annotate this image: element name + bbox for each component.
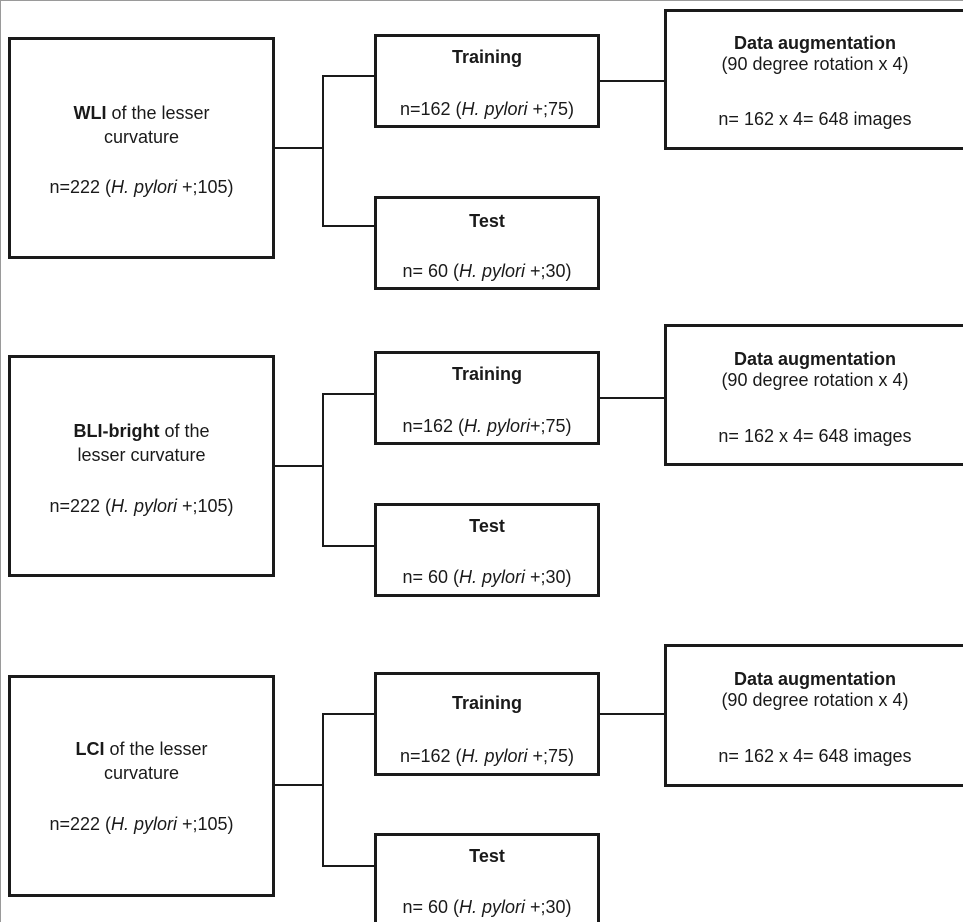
species-name: H. pylori — [461, 746, 528, 766]
source-label-line2: curvature — [103, 127, 180, 147]
connector-source-to-split — [275, 465, 323, 467]
augmentation-box: Data augmentation (90 degree rotation x … — [664, 644, 963, 787]
connector-vertical-split — [322, 75, 324, 227]
count-prefix: n=162 ( — [399, 99, 462, 119]
species-name: H. pylori — [459, 567, 526, 587]
count-suffix: +;30) — [525, 261, 572, 281]
augmentation-detail: (90 degree rotation x 4) — [721, 690, 909, 710]
test-count: n= 60 (H. pylori +;30) — [377, 260, 597, 283]
count-prefix: n=162 ( — [402, 416, 464, 436]
source-label-suffix: of the — [159, 421, 210, 441]
augmentation-detail: (90 degree rotation x 4) — [721, 370, 909, 390]
source-label-line1: LCI of the lesser — [11, 738, 272, 761]
test-count: n= 60 (H. pylori +;30) — [377, 566, 597, 589]
connector-source-to-split — [275, 784, 323, 786]
test-count: n= 60 (H. pylori +;30) — [377, 896, 597, 919]
augmentation-count: n= 162 x 4= 648 images — [718, 109, 912, 129]
training-box: Training n=162 (H. pylori +;75) — [374, 34, 600, 128]
species-name: H. pylori — [461, 99, 528, 119]
count-prefix: n= 60 ( — [402, 897, 459, 917]
count-suffix: +;75) — [530, 416, 572, 436]
count-suffix: +;30) — [525, 897, 572, 917]
test-title: Test — [469, 846, 505, 866]
source-count: n=222 (H. pylori +;105) — [11, 495, 272, 518]
species-name: H. pylori — [464, 416, 531, 436]
count-prefix: n= 60 ( — [402, 567, 459, 587]
source-label-line1: BLI-bright of the — [11, 420, 272, 443]
augmentation-title: Data augmentation — [733, 349, 897, 369]
source-label-suffix: of the lesser — [106, 103, 210, 123]
training-count: n=162 (H. pylori +;75) — [377, 98, 597, 121]
count-suffix: +;105) — [177, 814, 234, 834]
training-title: Training — [451, 47, 522, 67]
count-prefix: n=222 ( — [49, 177, 111, 197]
source-box: WLI of the lesser curvature n=222 (H. py… — [8, 37, 275, 259]
source-label-line1: WLI of the lesser — [11, 102, 272, 125]
source-label-line2: lesser curvature — [77, 445, 206, 465]
modality-name: LCI — [75, 739, 105, 759]
augmentation-count: n= 162 x 4= 648 images — [718, 426, 912, 446]
species-name: H. pylori — [459, 897, 526, 917]
test-title: Test — [469, 211, 505, 231]
source-label-suffix: of the lesser — [104, 739, 208, 759]
source-count: n=222 (H. pylori +;105) — [11, 813, 272, 836]
augmentation-box: Data augmentation (90 degree rotation x … — [664, 9, 963, 150]
augmentation-detail: (90 degree rotation x 4) — [721, 54, 909, 74]
training-title: Training — [451, 364, 522, 384]
augmentation-count: n= 162 x 4= 648 images — [718, 746, 912, 766]
connector-to-test — [322, 225, 376, 227]
test-box: Test n= 60 (H. pylori +;30) — [374, 503, 600, 597]
augmentation-box: Data augmentation (90 degree rotation x … — [664, 324, 963, 466]
count-prefix: n= 60 ( — [402, 261, 459, 281]
modality-name: WLI — [73, 103, 107, 123]
connector-vertical-split — [322, 713, 324, 867]
species-name: H. pylori — [111, 177, 178, 197]
species-name: H. pylori — [111, 496, 178, 516]
species-name: H. pylori — [111, 814, 178, 834]
connector-to-training — [322, 75, 376, 77]
connector-to-test — [322, 545, 376, 547]
count-suffix: +;75) — [527, 746, 575, 766]
count-suffix: +;105) — [177, 496, 234, 516]
source-label-line2: curvature — [103, 763, 180, 783]
connector-training-to-augmentation — [600, 713, 666, 715]
connector-training-to-augmentation — [600, 397, 666, 399]
count-prefix: n=222 ( — [49, 496, 111, 516]
count-prefix: n=162 ( — [399, 746, 462, 766]
species-name: H. pylori — [459, 261, 526, 281]
source-box: LCI of the lesser curvature n=222 (H. py… — [8, 675, 275, 897]
augmentation-title: Data augmentation — [733, 669, 897, 689]
test-box: Test n= 60 (H. pylori +;30) — [374, 833, 600, 922]
training-count: n=162 (H. pylori +;75) — [377, 745, 597, 768]
connector-to-training — [322, 713, 376, 715]
training-count: n=162 (H. pylori+;75) — [377, 415, 597, 438]
connector-source-to-split — [275, 147, 323, 149]
count-suffix: +;30) — [525, 567, 572, 587]
augmentation-title: Data augmentation — [733, 33, 897, 53]
modality-name: BLI-bright — [73, 421, 160, 441]
training-title: Training — [451, 693, 522, 713]
connector-training-to-augmentation — [600, 80, 666, 82]
source-box: BLI-bright of the lesser curvature n=222… — [8, 355, 275, 577]
test-box: Test n= 60 (H. pylori +;30) — [374, 196, 600, 290]
training-box: Training n=162 (H. pylori +;75) — [374, 672, 600, 776]
source-count: n=222 (H. pylori +;105) — [11, 176, 272, 199]
connector-to-test — [322, 865, 376, 867]
training-box: Training n=162 (H. pylori+;75) — [374, 351, 600, 445]
test-title: Test — [469, 516, 505, 536]
connector-vertical-split — [322, 393, 324, 547]
count-suffix: +;105) — [177, 177, 234, 197]
connector-to-training — [322, 393, 376, 395]
count-prefix: n=222 ( — [49, 814, 111, 834]
count-suffix: +;75) — [527, 99, 575, 119]
